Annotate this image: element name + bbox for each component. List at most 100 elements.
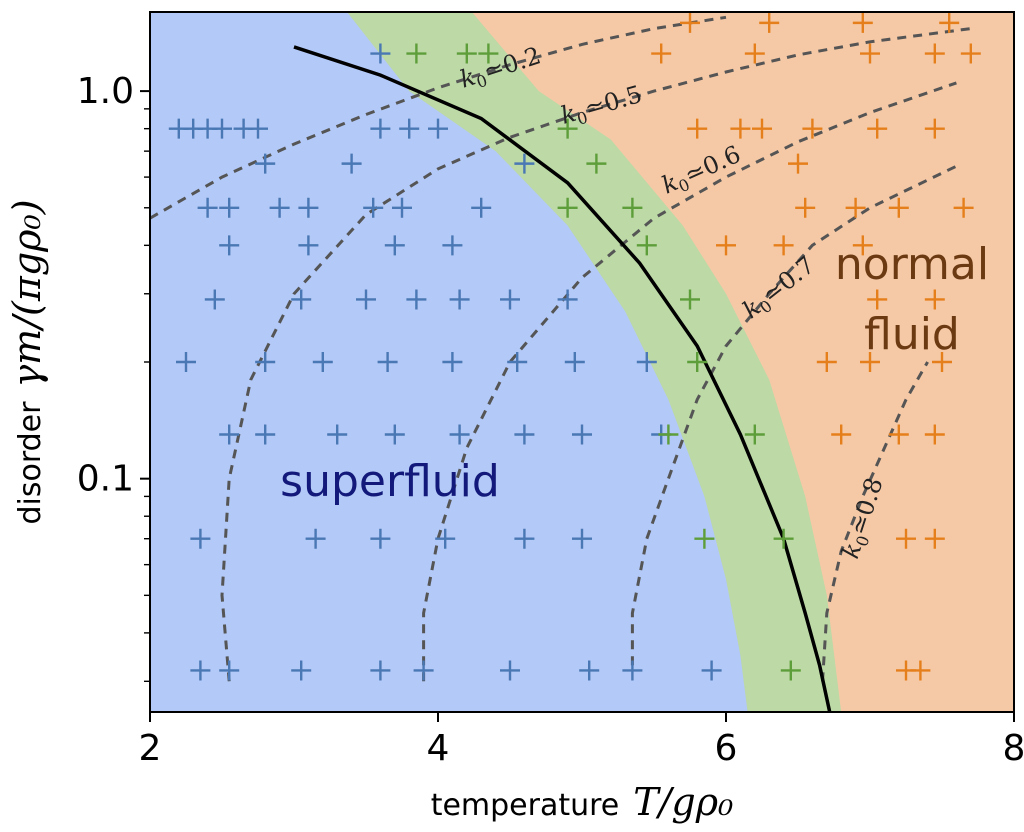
data-point-s1-5 xyxy=(557,197,578,218)
data-point-s0-23 xyxy=(442,235,463,256)
data-point-s1-3 xyxy=(557,118,578,139)
data-point-s0-35 xyxy=(442,352,463,372)
data-point-s0-25 xyxy=(291,289,312,310)
data-point-s2-23 xyxy=(867,289,888,310)
data-point-s1-1 xyxy=(456,43,477,64)
data-point-s1-6 xyxy=(622,197,643,218)
data-point-s1-0 xyxy=(406,43,427,64)
data-point-s0-11 xyxy=(341,153,362,174)
data-point-s0-48 xyxy=(305,528,326,549)
data-point-s1-10 xyxy=(658,424,679,445)
data-point-s0-55 xyxy=(291,660,312,681)
contour-line-2 xyxy=(422,81,957,682)
data-point-s0-19 xyxy=(471,197,492,218)
data-point-s0-29 xyxy=(500,289,520,310)
data-point-s2-22 xyxy=(852,235,873,256)
data-point-s0-24 xyxy=(204,289,225,310)
x-tick-label-0: 2 xyxy=(139,728,162,769)
data-point-s0-0 xyxy=(370,43,391,64)
superfluid-label: superfluid xyxy=(280,456,500,507)
data-point-s0-43 xyxy=(449,424,470,445)
data-point-s2-4 xyxy=(651,43,672,64)
data-point-s0-45 xyxy=(572,424,592,445)
data-point-s2-7 xyxy=(924,43,945,64)
data-point-s0-14 xyxy=(219,197,240,218)
data-point-s0-8 xyxy=(399,118,420,139)
x-axis-label: temperature T/gρ₀ xyxy=(431,780,734,824)
data-point-s2-6 xyxy=(860,43,880,64)
data-point-s0-47 xyxy=(190,528,211,549)
data-point-s0-20 xyxy=(219,235,240,256)
contour-line-0 xyxy=(150,15,727,220)
axes: 2 4 6 8 0.1 1.0 xyxy=(77,71,1024,769)
data-point-s0-18 xyxy=(392,197,412,218)
data-point-s0-53 xyxy=(190,660,211,681)
data-point-s0-42 xyxy=(384,424,405,445)
data-point-s1-13 xyxy=(773,528,794,549)
y-axis-label: disorder γm/(πgρ₀) xyxy=(5,199,49,524)
data-point-s0-16 xyxy=(298,197,319,218)
data-point-s0-40 xyxy=(255,424,276,445)
data-point-s0-15 xyxy=(269,197,290,218)
data-point-s0-17 xyxy=(363,197,384,218)
data-point-s2-10 xyxy=(730,118,751,139)
y-tick-label-1: 1.0 xyxy=(77,71,134,112)
data-point-s1-11 xyxy=(744,424,765,445)
data-point-s2-21 xyxy=(773,235,794,256)
data-point-s1-4 xyxy=(586,153,607,174)
data-point-s0-26 xyxy=(356,289,376,310)
data-point-s0-52 xyxy=(572,528,592,549)
data-point-s2-14 xyxy=(924,118,945,139)
contour-line-4 xyxy=(821,361,929,682)
data-point-s0-6 xyxy=(248,118,268,139)
data-point-s0-10 xyxy=(255,153,276,174)
data-point-s2-29 xyxy=(888,424,909,445)
data-point-s0-51 xyxy=(514,528,535,549)
normal-fluid-label-line2: fluid xyxy=(864,309,960,360)
data-point-s2-9 xyxy=(687,118,708,139)
y-tick-label-0: 0.1 xyxy=(77,459,134,500)
data-point-s2-27 xyxy=(932,352,952,372)
data-point-s2-19 xyxy=(953,197,974,218)
data-point-s0-32 xyxy=(255,352,276,372)
y-axis-label-text: disorder xyxy=(13,401,48,525)
data-point-s0-36 xyxy=(507,352,528,372)
data-point-s1-14 xyxy=(780,660,801,681)
data-point-s0-34 xyxy=(377,352,398,372)
transition-line xyxy=(293,45,832,712)
data-point-s0-54 xyxy=(219,660,240,681)
data-point-s2-24 xyxy=(924,289,945,310)
data-point-s0-31 xyxy=(176,352,196,372)
data-point-s2-26 xyxy=(860,352,880,372)
data-point-s1-12 xyxy=(694,528,715,549)
data-point-s2-30 xyxy=(924,424,945,445)
data-point-s0-28 xyxy=(449,289,470,310)
data-point-s0-12 xyxy=(514,153,535,174)
data-point-s0-44 xyxy=(514,424,535,445)
data-point-s0-22 xyxy=(384,235,405,256)
data-point-s2-28 xyxy=(831,424,852,445)
x-tick-label-2: 6 xyxy=(715,728,738,769)
x-axis-label-math: T/gρ₀ xyxy=(633,780,733,824)
plot-area: k0≃0.2k0≃0.5k0≃0.6k0≃0.7k0≃0.8 superflui… xyxy=(150,12,1014,712)
x-tick-label-3: 8 xyxy=(1003,728,1024,769)
data-point-s0-21 xyxy=(298,235,319,256)
data-point-s0-7 xyxy=(370,118,391,139)
data-point-s2-32 xyxy=(924,528,945,549)
data-point-s0-61 xyxy=(701,660,722,681)
data-point-s1-9 xyxy=(687,352,708,372)
y-axis-label-math: γm/(πgρ₀) xyxy=(5,199,49,387)
data-point-s2-13 xyxy=(867,118,888,139)
data-point-s0-58 xyxy=(500,660,520,681)
data-point-s2-34 xyxy=(910,660,931,681)
data-point-s2-2 xyxy=(852,12,873,33)
contour-line-1 xyxy=(220,27,971,682)
data-point-s2-25 xyxy=(816,352,837,372)
normal-fluid-label-line1: normal xyxy=(835,239,989,290)
data-point-s0-59 xyxy=(579,660,600,681)
data-point-s0-39 xyxy=(219,424,240,445)
data-point-s0-56 xyxy=(370,660,391,681)
data-point-s0-41 xyxy=(327,424,348,445)
data-point-s0-13 xyxy=(197,197,218,218)
